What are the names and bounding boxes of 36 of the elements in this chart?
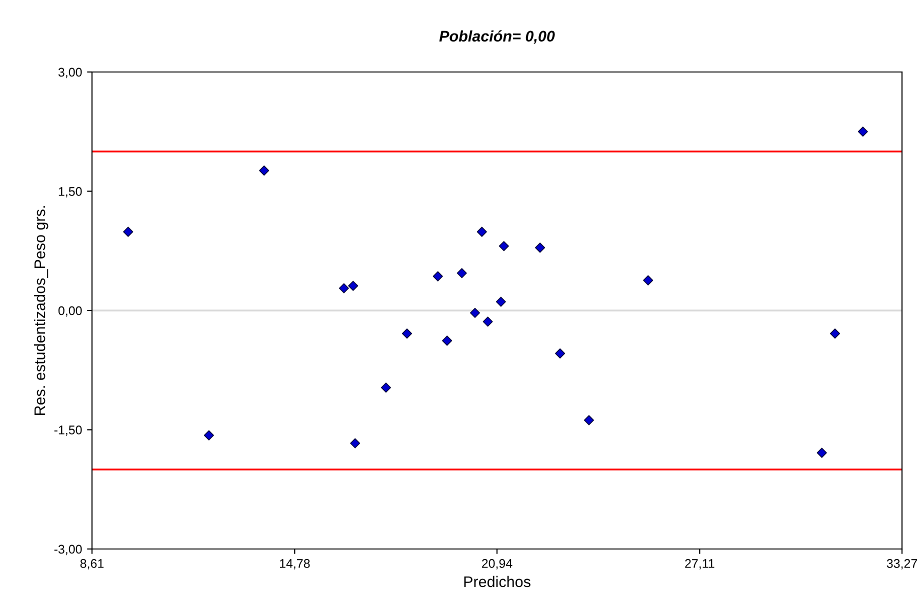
point — [350, 438, 360, 448]
point — [402, 328, 412, 339]
point — [123, 226, 134, 237]
point — [259, 166, 270, 176]
y-tick-label: 3,00 — [58, 68, 82, 78]
point — [442, 336, 452, 346]
y-axis-title: Res. estudentizados_Peso grs. — [34, 206, 48, 415]
y-tick-label: 1,50 — [58, 187, 82, 198]
x-tick-label: 14,78 — [280, 559, 310, 570]
point — [456, 268, 467, 278]
point — [535, 242, 546, 253]
chart-title: Población= 0,00 — [439, 30, 555, 44]
x-axis-title: Predichos — [464, 576, 530, 588]
point — [498, 241, 509, 252]
point — [470, 308, 480, 318]
point — [643, 275, 654, 286]
point — [482, 316, 493, 327]
x-tick-label: 27,11 — [685, 559, 714, 570]
point — [830, 328, 840, 339]
y-tick-label: -3,00 — [54, 544, 82, 556]
point — [432, 271, 443, 282]
point — [584, 415, 594, 426]
point — [348, 280, 358, 291]
point — [338, 283, 349, 294]
point — [476, 226, 487, 237]
y-tick-label: 0,00 — [58, 306, 82, 317]
x-tick-label: 8,61 — [80, 559, 104, 570]
x-tick-label: 20,94 — [482, 559, 512, 570]
point — [555, 348, 566, 358]
x-tick-label: 33,27 — [886, 559, 918, 570]
y-tick-label: -1,50 — [54, 426, 82, 436]
point — [380, 382, 392, 393]
point — [816, 448, 827, 458]
point — [204, 430, 214, 440]
point — [496, 296, 506, 307]
point — [858, 126, 868, 137]
